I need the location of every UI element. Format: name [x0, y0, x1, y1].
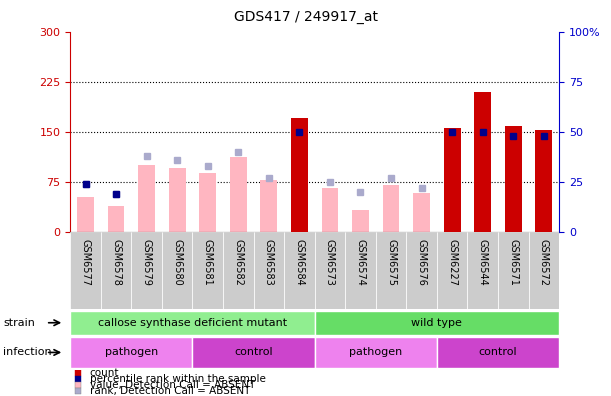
Bar	[529, 232, 559, 309]
Bar	[254, 232, 284, 309]
Bar	[413, 193, 430, 232]
Bar	[291, 118, 308, 232]
Text: percentile rank within the sample: percentile rank within the sample	[90, 374, 266, 384]
Text: GSM6575: GSM6575	[386, 239, 396, 286]
Bar	[223, 232, 254, 309]
Text: GDS417 / 249917_at: GDS417 / 249917_at	[233, 10, 378, 24]
Bar	[199, 173, 216, 232]
Text: GSM6583: GSM6583	[264, 239, 274, 286]
Text: count: count	[90, 368, 119, 379]
Bar	[77, 197, 94, 232]
Bar	[230, 157, 247, 232]
Bar	[345, 232, 376, 309]
Bar	[260, 180, 277, 232]
Bar	[352, 210, 369, 232]
Bar	[382, 185, 400, 232]
Bar	[376, 232, 406, 309]
Text: GSM6584: GSM6584	[295, 239, 304, 286]
Bar	[169, 168, 186, 232]
Bar	[284, 232, 315, 309]
Bar	[101, 232, 131, 309]
Bar	[315, 337, 437, 368]
Text: control: control	[478, 347, 518, 358]
Text: GSM6576: GSM6576	[417, 239, 426, 286]
Bar	[70, 337, 192, 368]
Text: GSM6582: GSM6582	[233, 239, 243, 286]
Bar	[505, 126, 522, 232]
Text: GSM6573: GSM6573	[325, 239, 335, 286]
Bar	[70, 232, 101, 309]
Bar	[498, 232, 529, 309]
Bar	[138, 165, 155, 232]
Bar	[315, 232, 345, 309]
Text: callose synthase deficient mutant: callose synthase deficient mutant	[98, 318, 287, 328]
Text: strain: strain	[3, 318, 35, 328]
Text: GSM6579: GSM6579	[142, 239, 152, 286]
Bar	[192, 232, 223, 309]
Bar	[108, 206, 125, 232]
Text: GSM6580: GSM6580	[172, 239, 182, 286]
Text: value, Detection Call = ABSENT: value, Detection Call = ABSENT	[90, 380, 255, 390]
Text: GSM6574: GSM6574	[356, 239, 365, 286]
Text: GSM6581: GSM6581	[203, 239, 213, 286]
Text: rank, Detection Call = ABSENT: rank, Detection Call = ABSENT	[90, 386, 250, 396]
Bar	[474, 91, 491, 232]
Bar	[70, 311, 315, 335]
Bar	[315, 311, 559, 335]
Text: pathogen: pathogen	[349, 347, 403, 358]
Text: GSM6544: GSM6544	[478, 239, 488, 286]
Bar	[406, 232, 437, 309]
Bar	[437, 337, 559, 368]
Text: infection: infection	[3, 347, 52, 358]
Text: GSM6572: GSM6572	[539, 239, 549, 286]
Bar	[192, 337, 315, 368]
Text: GSM6578: GSM6578	[111, 239, 121, 286]
Bar	[444, 128, 461, 232]
Bar	[321, 188, 338, 232]
Bar	[131, 232, 162, 309]
Bar	[437, 232, 467, 309]
Bar	[467, 232, 498, 309]
Text: GSM6577: GSM6577	[81, 239, 90, 286]
Text: control: control	[234, 347, 273, 358]
Bar	[535, 129, 552, 232]
Text: wild type: wild type	[411, 318, 463, 328]
Text: GSM6571: GSM6571	[508, 239, 518, 286]
Text: GSM6227: GSM6227	[447, 239, 457, 286]
Bar	[162, 232, 192, 309]
Text: pathogen: pathogen	[104, 347, 158, 358]
